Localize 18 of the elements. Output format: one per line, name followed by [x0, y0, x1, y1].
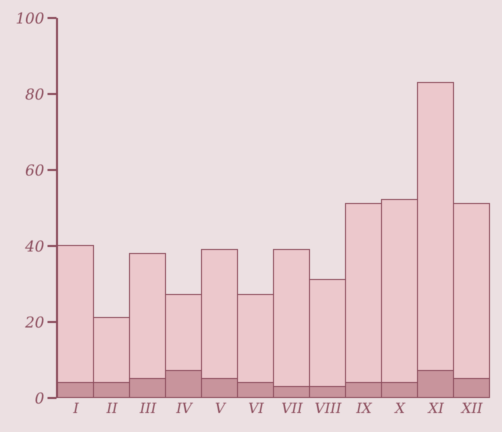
- x-tick-label: VIII: [314, 401, 342, 417]
- x-tick-label: IX: [355, 401, 373, 417]
- x-tick-label: I: [72, 401, 80, 417]
- x-tick-label: X: [394, 401, 406, 417]
- x-tick-label: II: [105, 401, 118, 417]
- x-tick-label: IV: [175, 401, 194, 417]
- x-tick-label: XI: [427, 401, 444, 417]
- y-tick-label: 20: [24, 313, 45, 332]
- y-tick-label: 80: [25, 85, 45, 104]
- x-tick-label: V: [214, 401, 227, 417]
- y-tick-label: 0: [34, 389, 45, 408]
- x-tick-label: VI: [248, 401, 264, 417]
- y-tick-label: 100: [16, 9, 45, 28]
- y-tick-label: 60: [25, 161, 45, 180]
- y-tick-label: 40: [24, 237, 45, 256]
- x-tick-label: XII: [460, 401, 483, 417]
- x-tick-label: III: [138, 401, 157, 417]
- x-tick-label: VII: [281, 401, 304, 417]
